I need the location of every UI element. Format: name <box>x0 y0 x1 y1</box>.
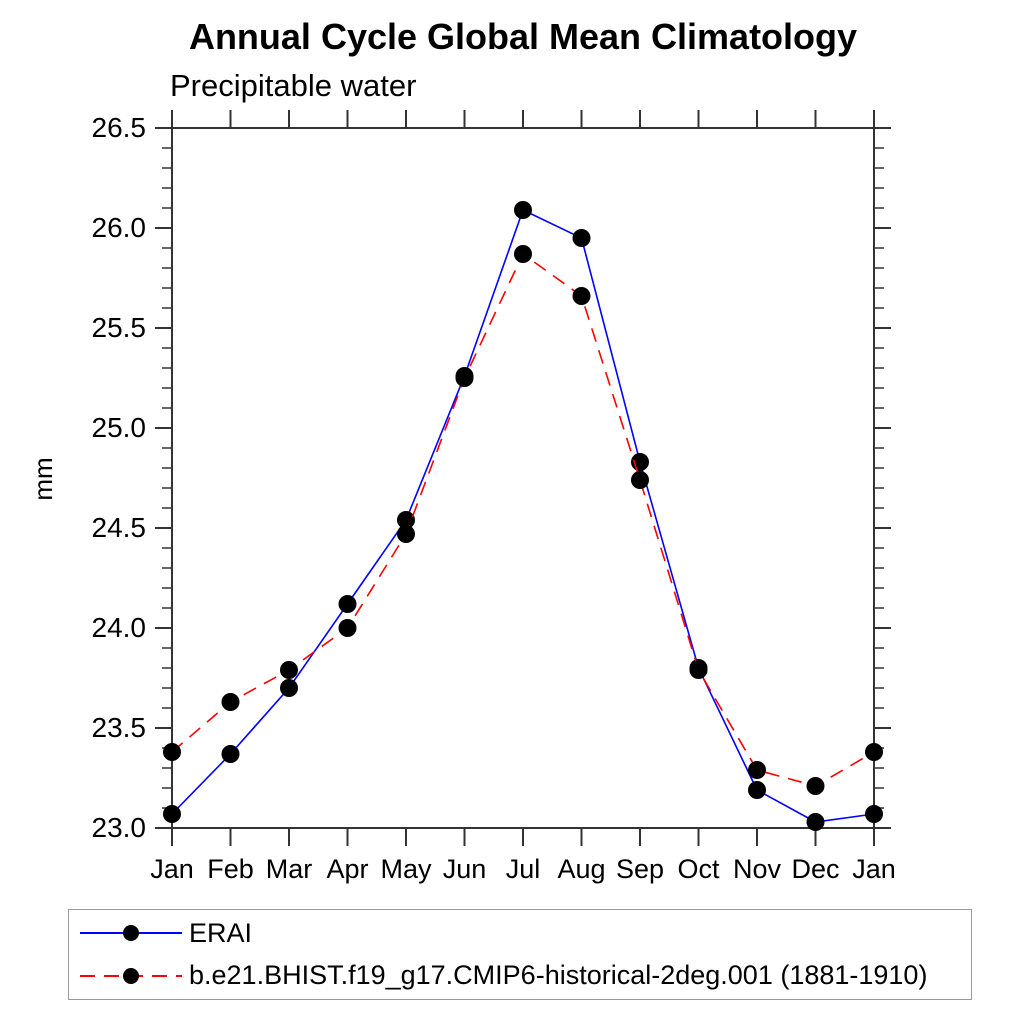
x-tick-label: Jun <box>443 854 487 884</box>
data-point <box>806 813 825 831</box>
data-point <box>221 745 240 763</box>
x-tick-label: Mar <box>266 854 313 884</box>
x-tick-label: Jan <box>852 854 896 884</box>
data-point <box>280 661 298 679</box>
x-tick-label: Sep <box>616 854 664 884</box>
series-line-1 <box>171 252 875 787</box>
legend-label-erai: ERAI <box>189 917 253 948</box>
y-tick-label: 24.0 <box>92 612 147 643</box>
legend: ERAI b.e21.BHIST.f19_g17.CMIP6-historica… <box>68 909 972 1000</box>
data-point <box>631 471 649 489</box>
data-point <box>689 661 708 679</box>
data-point <box>338 595 357 613</box>
data-point <box>163 805 181 823</box>
y-tick-label: 23.5 <box>92 712 147 743</box>
data-point <box>865 743 883 761</box>
y-tick-label: 24.5 <box>92 512 147 543</box>
data-point <box>572 287 591 305</box>
y-axis-title: mm <box>28 457 58 500</box>
legend-item-model: b.e21.BHIST.f19_g17.CMIP6-historical-2de… <box>69 956 971 996</box>
data-point <box>163 743 181 761</box>
x-tick-label: Oct <box>677 854 720 884</box>
y-tick-label: 23.0 <box>92 812 147 843</box>
chart-subtitle: Precipitable water <box>170 68 417 103</box>
legend-swatch-part <box>123 925 139 942</box>
erai-line-sample-icon <box>80 925 182 942</box>
x-tick-label: May <box>380 854 432 884</box>
data-point <box>397 511 415 529</box>
chart-title: Annual Cycle Global Mean Climatology <box>188 16 858 57</box>
legend-label-model: b.e21.BHIST.f19_g17.CMIP6-historical-2de… <box>189 960 928 991</box>
data-point <box>397 525 415 543</box>
x-tick-label: Feb <box>207 854 254 884</box>
data-point <box>748 761 766 779</box>
y-tick-label: 25.5 <box>92 312 147 343</box>
y-tick-label: 26.5 <box>92 112 147 143</box>
data-point <box>514 245 532 263</box>
data-point <box>280 679 298 697</box>
plot-area: Jan Feb Mar Apr May Jun Jul Aug Sep Oct Nov Dec Jan2… <box>28 110 896 884</box>
x-tick-label: Apr <box>326 854 368 884</box>
legend-swatch-part <box>123 967 139 984</box>
series-line-0 <box>171 208 875 823</box>
x-tick-label: Dec <box>791 854 839 884</box>
data-point <box>514 201 532 219</box>
data-point <box>572 229 591 247</box>
data-point <box>865 805 883 823</box>
x-tick-label: Aug <box>557 854 605 884</box>
data-point <box>221 693 240 711</box>
x-tick-label: Jan <box>150 854 194 884</box>
y-tick-label: 26.0 <box>92 212 147 243</box>
y-tick-label: 25.0 <box>92 412 147 443</box>
data-point <box>806 777 825 795</box>
x-tick-label: Jul <box>506 854 541 884</box>
data-point <box>455 369 474 387</box>
model-line-sample-icon <box>80 967 182 984</box>
plot-border <box>171 127 875 829</box>
legend-item-erai: ERAI <box>69 913 971 953</box>
data-point <box>338 619 357 637</box>
x-tick-label: Nov <box>733 854 782 884</box>
data-point <box>748 781 766 799</box>
